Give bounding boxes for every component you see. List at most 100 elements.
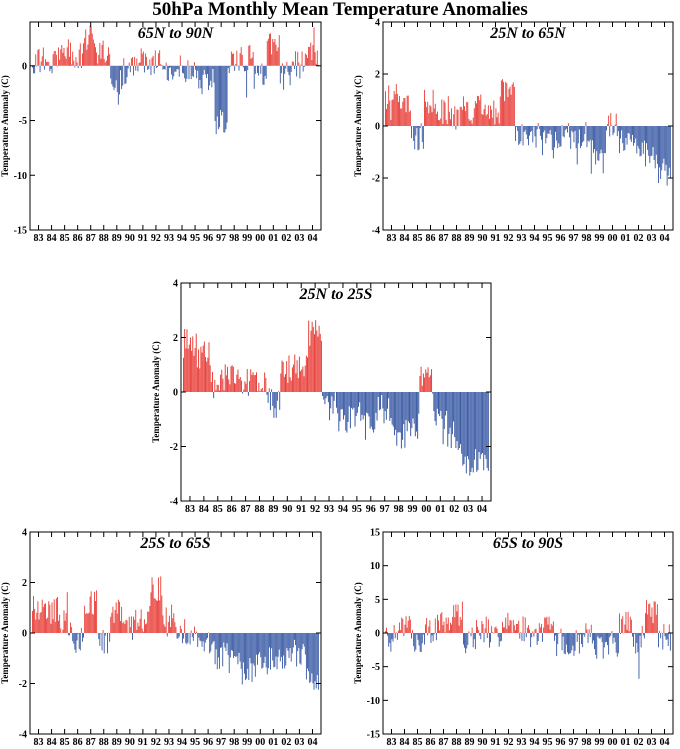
data-bar bbox=[523, 126, 525, 132]
data-bar bbox=[591, 126, 593, 141]
data-bar bbox=[406, 627, 408, 633]
data-bar bbox=[247, 392, 249, 396]
data-bar bbox=[549, 126, 551, 131]
data-bar bbox=[174, 65, 176, 72]
data-bar bbox=[310, 330, 312, 392]
data-bar bbox=[435, 633, 437, 641]
data-bar bbox=[182, 633, 183, 644]
data-bar bbox=[240, 633, 242, 669]
data-bar bbox=[275, 44, 277, 66]
data-bar bbox=[184, 329, 186, 392]
y-tick-label: -5 bbox=[372, 662, 380, 673]
data-bar bbox=[47, 617, 49, 633]
data-bar bbox=[37, 49, 39, 66]
data-bar bbox=[280, 633, 282, 658]
data-bar bbox=[257, 633, 258, 665]
x-tick-label: 96 bbox=[203, 233, 213, 244]
x-tick-label: 83 bbox=[34, 737, 44, 748]
data-bar bbox=[103, 633, 105, 654]
data-bar bbox=[291, 367, 293, 392]
data-bar bbox=[581, 633, 582, 644]
y-tick-label: -5 bbox=[19, 116, 27, 127]
data-bar bbox=[458, 392, 460, 449]
data-bar bbox=[546, 616, 548, 633]
data-bar bbox=[271, 54, 273, 66]
data-bar bbox=[411, 392, 413, 429]
data-bar bbox=[146, 623, 148, 633]
data-bar bbox=[287, 65, 289, 72]
data-bar bbox=[100, 58, 102, 66]
data-bar bbox=[153, 65, 155, 74]
data-bar bbox=[138, 626, 140, 633]
data-bar bbox=[541, 126, 542, 140]
x-tick-label: 88 bbox=[255, 504, 265, 515]
data-bar bbox=[85, 613, 87, 633]
data-bar bbox=[598, 126, 600, 161]
data-bar bbox=[155, 600, 157, 633]
data-bar bbox=[192, 633, 194, 641]
data-bar bbox=[557, 126, 559, 149]
data-bar bbox=[480, 392, 482, 455]
data-bar bbox=[195, 65, 196, 70]
y-tick-label: 4 bbox=[375, 18, 380, 29]
data-bar bbox=[71, 64, 73, 66]
data-bar bbox=[613, 126, 615, 133]
data-bar bbox=[126, 620, 128, 633]
y-tick-label: 4 bbox=[173, 279, 178, 290]
data-bar bbox=[96, 52, 98, 66]
x-tick-label: 90 bbox=[478, 737, 488, 748]
data-bar bbox=[476, 103, 477, 126]
data-bar bbox=[561, 125, 563, 126]
data-bar bbox=[634, 126, 636, 143]
data-bar bbox=[476, 620, 477, 633]
data-bar bbox=[600, 633, 602, 638]
data-bar bbox=[313, 334, 315, 392]
data-bar bbox=[558, 126, 560, 144]
data-bar bbox=[234, 383, 235, 392]
data-bar bbox=[309, 345, 311, 392]
data-bar bbox=[583, 633, 585, 635]
x-tick-label: 87 bbox=[241, 504, 251, 515]
plot-frame bbox=[29, 21, 322, 231]
data-bar bbox=[399, 392, 401, 433]
data-bar bbox=[513, 625, 515, 633]
data-bar bbox=[419, 633, 421, 652]
data-bar bbox=[307, 58, 308, 66]
data-bar bbox=[374, 392, 376, 430]
x-tick-label: 89 bbox=[112, 233, 122, 244]
data-bar bbox=[299, 633, 301, 664]
data-bar bbox=[36, 65, 38, 67]
data-bar bbox=[535, 126, 537, 148]
data-bar bbox=[586, 126, 588, 148]
data-bar bbox=[409, 619, 411, 633]
data-bar bbox=[159, 600, 161, 633]
data-bar bbox=[336, 392, 337, 408]
data-bar bbox=[315, 63, 317, 66]
data-bar bbox=[208, 342, 210, 392]
data-bar bbox=[611, 631, 613, 633]
data-bar bbox=[302, 633, 304, 644]
data-bar bbox=[389, 100, 391, 126]
data-bar bbox=[547, 126, 549, 134]
data-bar bbox=[338, 392, 340, 432]
data-bar bbox=[305, 633, 307, 680]
data-bar bbox=[604, 633, 606, 643]
data-bar bbox=[90, 591, 92, 633]
x-tick-label: 84 bbox=[400, 737, 410, 748]
data-bar bbox=[622, 616, 624, 633]
data-bar bbox=[223, 633, 225, 643]
data-bar bbox=[239, 53, 241, 66]
data-bar bbox=[392, 392, 394, 427]
data-bar bbox=[503, 627, 504, 633]
data-bar bbox=[660, 633, 662, 639]
data-bar bbox=[628, 631, 630, 633]
data-bar bbox=[267, 38, 269, 66]
data-bar bbox=[482, 623, 484, 633]
data-bar bbox=[533, 633, 535, 637]
data-bar bbox=[232, 633, 233, 651]
data-bar bbox=[537, 123, 539, 126]
data-bar bbox=[311, 633, 313, 674]
data-bar bbox=[163, 65, 165, 70]
data-bar bbox=[200, 65, 202, 89]
